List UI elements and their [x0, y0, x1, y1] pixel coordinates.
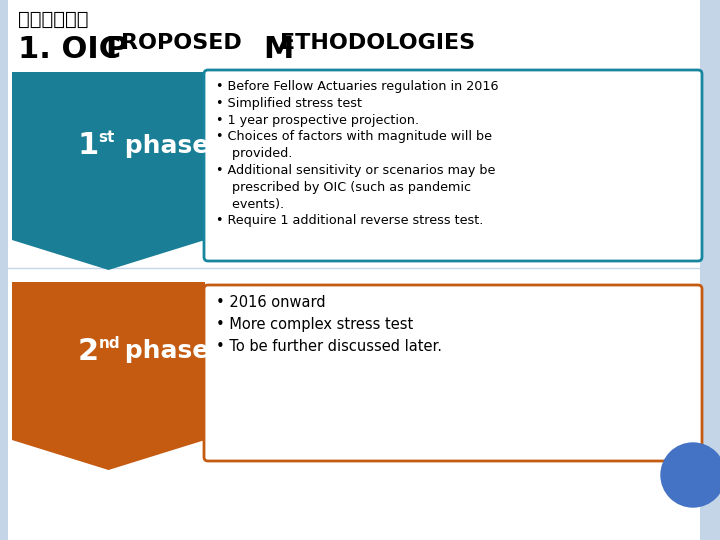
Text: 2: 2 — [77, 336, 99, 366]
Text: 1: 1 — [77, 132, 99, 160]
FancyBboxPatch shape — [204, 70, 702, 261]
Text: P: P — [105, 35, 127, 64]
Text: st: st — [99, 131, 115, 145]
Polygon shape — [12, 282, 205, 470]
Text: 1. OIC: 1. OIC — [18, 35, 132, 64]
FancyBboxPatch shape — [204, 285, 702, 461]
Text: ETHODOLOGIES: ETHODOLOGIES — [280, 33, 475, 53]
Text: phase: phase — [117, 134, 210, 158]
Text: M: M — [263, 35, 293, 64]
Bar — [0, 0, 8, 540]
Polygon shape — [12, 72, 205, 270]
Text: รงทแลว: รงทแลว — [18, 10, 89, 29]
Text: • 2016 onward
• More complex stress test
• To be further discussed later.: • 2016 onward • More complex stress test… — [216, 295, 442, 354]
Circle shape — [661, 443, 720, 507]
Bar — [700, 0, 720, 540]
Text: • Before Fellow Actuaries regulation in 2016
• Simplified stress test
• 1 year p: • Before Fellow Actuaries regulation in … — [216, 80, 498, 227]
Text: nd: nd — [99, 335, 120, 350]
Text: phase: phase — [117, 339, 210, 363]
Text: ROPOSED: ROPOSED — [121, 33, 250, 53]
